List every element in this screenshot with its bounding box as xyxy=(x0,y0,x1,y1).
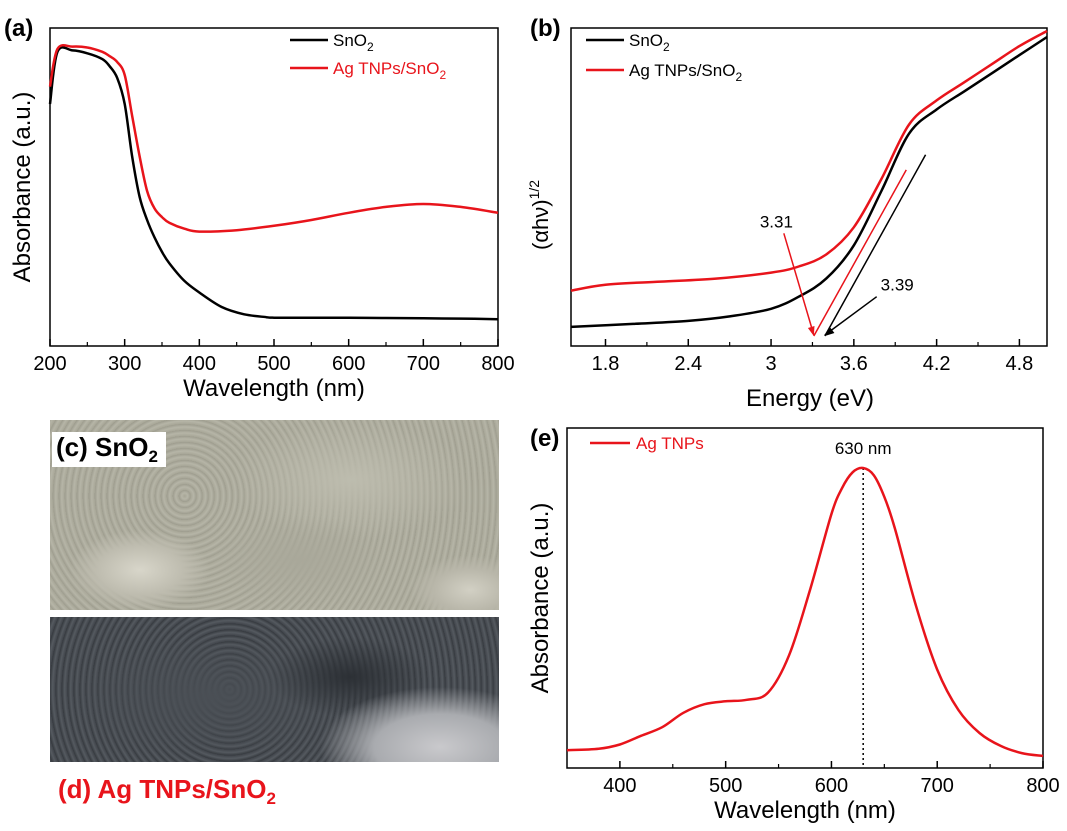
panel-e-series-ag-tnps xyxy=(566,466,1044,758)
panel-b-y-axis-label: (αhν)1/2 xyxy=(526,180,553,250)
panel-a-x-tick-label: 800 xyxy=(481,353,514,375)
panel-a-x-tick-label: 600 xyxy=(332,353,365,375)
panel-e-x-tick-label: 800 xyxy=(1026,775,1059,797)
panel-b-x-tick-label: 3.6 xyxy=(840,353,868,375)
panel-e-x-ticks: 400 500 600 700 800 xyxy=(603,761,1060,797)
panel-a-x-tick-label: 300 xyxy=(108,353,141,375)
panel-b-x-tick-label: 4.2 xyxy=(923,353,951,375)
panel-b-series-ag-tnps-sno2 xyxy=(570,29,1048,292)
panel-c-label: (c) SnO2 xyxy=(52,432,166,468)
panel-b-x-tick-label: 3 xyxy=(765,353,776,375)
panel-a-series-sno2 xyxy=(48,46,499,321)
panel-a-x-tick-label: 200 xyxy=(33,353,66,375)
panel-a-x-tick-label: 400 xyxy=(183,353,216,375)
panel-a-legend: SnO2 Ag TNPs/SnO2 xyxy=(290,31,446,82)
panel-b-series-sno2 xyxy=(570,35,1048,329)
panel-b-x-ticks: 1.8 2.4 3 3.6 4.2 4.8 xyxy=(592,339,1033,375)
panel-a-legend-sno2: SnO2 xyxy=(333,31,374,54)
panel-b-annotation-label-0: 3.31 xyxy=(760,212,793,231)
panel-b-x-tick-label: 2.4 xyxy=(674,353,702,375)
panel-e-legend: Ag TNPs xyxy=(590,434,704,453)
panel-b-legend-ag: Ag TNPs/SnO2 xyxy=(629,61,742,84)
panel-e: (e) 400 500 600 700 800 630 nm Wavelength (n… xyxy=(527,425,1060,824)
panel-b-x-tick-label: 1.8 xyxy=(592,353,620,375)
panel-b-tangent-ag xyxy=(813,169,907,337)
photo-ag-tnps-sno2-powder xyxy=(50,617,499,762)
panel-a-y-axis-label: Absorbance (a.u.) xyxy=(9,92,36,283)
panel-a-legend-ag: Ag TNPs/SnO2 xyxy=(333,59,446,82)
panel-e-x-tick-label: 400 xyxy=(603,775,636,797)
panel-e-y-axis-label: Absorbance (a.u.) xyxy=(527,503,554,694)
panel-e-peak-label: 630 nm xyxy=(835,439,892,458)
panel-d-label: (d) Ag TNPs/SnO2 xyxy=(58,774,276,809)
panel-b-label: (b) xyxy=(530,15,561,42)
panel-e-x-tick-label: 500 xyxy=(709,775,742,797)
panel-b: (b) 1.8 2.4 3 3.6 4.2 4.8 3.31 3.39 Energy (eV… xyxy=(526,15,1048,412)
panel-b-annotations: 3.31 3.39 xyxy=(760,212,914,336)
panel-e-x-tick-label: 600 xyxy=(815,775,848,797)
panel-a-series-ag-tnps-sno2 xyxy=(48,44,499,233)
panel-b-annotation-arrow-0 xyxy=(783,233,815,336)
panel-e-frame xyxy=(566,427,1044,769)
panel-b-legend: SnO2 Ag TNPs/SnO2 xyxy=(586,31,742,84)
panel-b-annotation-arrowhead-1 xyxy=(824,327,835,336)
panel-b-annotation-arrow-1 xyxy=(824,296,878,336)
panel-e-x-tick-label: 700 xyxy=(921,775,954,797)
panel-a-x-ticks: 200 300 400 500 600 700 800 xyxy=(33,339,515,375)
panel-b-annotation-label-1: 3.39 xyxy=(881,276,914,295)
panel-e-label: (e) xyxy=(530,425,559,452)
panel-b-x-tick-label: 4.8 xyxy=(1005,353,1033,375)
panel-b-legend-sno2: SnO2 xyxy=(629,31,670,54)
panel-e-legend-ag-tnps: Ag TNPs xyxy=(636,434,704,453)
panel-b-x-axis-label: Energy (eV) xyxy=(746,385,874,412)
panel-b-tangent-sno2 xyxy=(824,154,927,337)
panel-e-x-axis-label: Wavelength (nm) xyxy=(714,797,896,824)
panel-a: (a) 200 300 400 500 600 700 800 Wavelength (nm… xyxy=(4,15,515,402)
panel-a-label: (a) xyxy=(4,15,33,42)
panel-a-x-axis-label: Wavelength (nm) xyxy=(183,375,365,402)
panel-b-frame xyxy=(570,27,1048,347)
panel-a-x-tick-label: 700 xyxy=(407,353,440,375)
panel-b-annotation-arrowhead-0 xyxy=(807,326,815,336)
panel-a-x-tick-label: 500 xyxy=(257,353,290,375)
